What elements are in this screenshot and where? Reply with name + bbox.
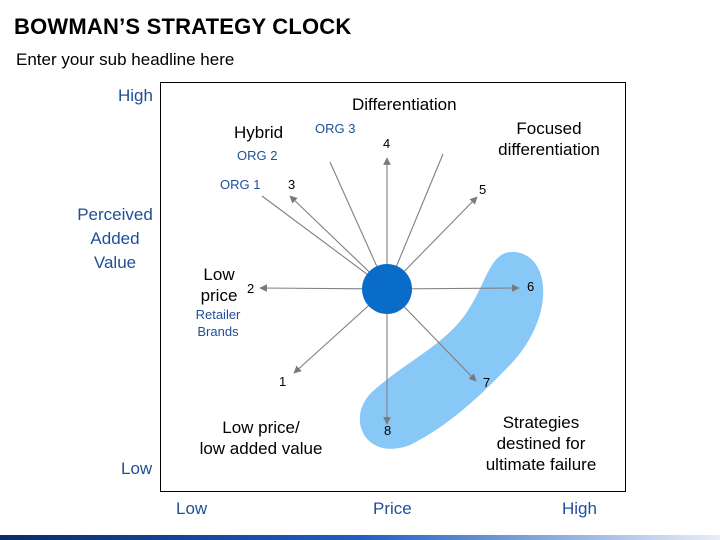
- y-axis-title-line: Added: [90, 229, 140, 248]
- strategy-number-6: 6: [527, 279, 535, 294]
- org-1-label: ORG 1: [220, 177, 261, 192]
- y-axis-title-line: Value: [93, 253, 137, 272]
- label-line: Low: [203, 265, 235, 284]
- x-axis-title: Price: [373, 499, 412, 518]
- label-line: Retailer: [195, 307, 241, 322]
- label-line: differentiation: [498, 140, 600, 159]
- strategy-number-2: 2: [247, 281, 255, 296]
- label-differentiation: Differentiation: [352, 95, 457, 114]
- label-low-price-low-value: Low price/ low added value: [186, 417, 336, 459]
- strategy-number-3: 3: [288, 177, 296, 192]
- strategy-number-8: 8: [384, 423, 392, 438]
- y-axis-title: Perceived Added Value: [70, 203, 160, 275]
- x-axis-low-label: Low: [176, 499, 208, 518]
- failure-zone: [359, 251, 544, 449]
- clock-frame: [160, 82, 626, 492]
- label-line: ultimate failure: [485, 455, 597, 474]
- clock-hub: [362, 264, 412, 314]
- label-line: destined for: [496, 434, 586, 453]
- spoke-line: [261, 195, 388, 290]
- y-axis-high-label: High: [118, 86, 153, 105]
- y-axis-low-label: Low: [121, 459, 153, 478]
- x-axis-high-label: High: [562, 499, 597, 518]
- label-failure-strategies: Strategies destined for ultimate failure: [472, 412, 610, 475]
- label-line: Strategies: [502, 413, 580, 432]
- label-focused-differentiation: Focused differentiation: [484, 118, 614, 160]
- strategy-number-5: 5: [479, 182, 487, 197]
- label-line: Low price/: [222, 418, 300, 437]
- y-axis-title-line: Perceived: [77, 205, 153, 224]
- label-line: price: [200, 286, 238, 305]
- strategy-number-4: 4: [383, 136, 391, 151]
- org-3-label: ORG 3: [315, 121, 356, 136]
- label-line: low added value: [199, 439, 323, 458]
- retailer-brands-label: Retailer Brands: [188, 306, 248, 340]
- org-2-label: ORG 2: [237, 148, 278, 163]
- page-subtitle: Enter your sub headline here: [16, 50, 235, 69]
- strategy-number-7: 7: [483, 375, 491, 390]
- page-title: BOWMAN’S STRATEGY CLOCK: [14, 14, 352, 39]
- strategy-number-1: 1: [279, 374, 287, 389]
- label-hybrid: Hybrid: [234, 123, 284, 142]
- label-line: Brands: [197, 324, 239, 339]
- footer-bar: [0, 535, 720, 540]
- label-low-price: Low price: [192, 264, 246, 306]
- label-line: Focused: [516, 119, 582, 138]
